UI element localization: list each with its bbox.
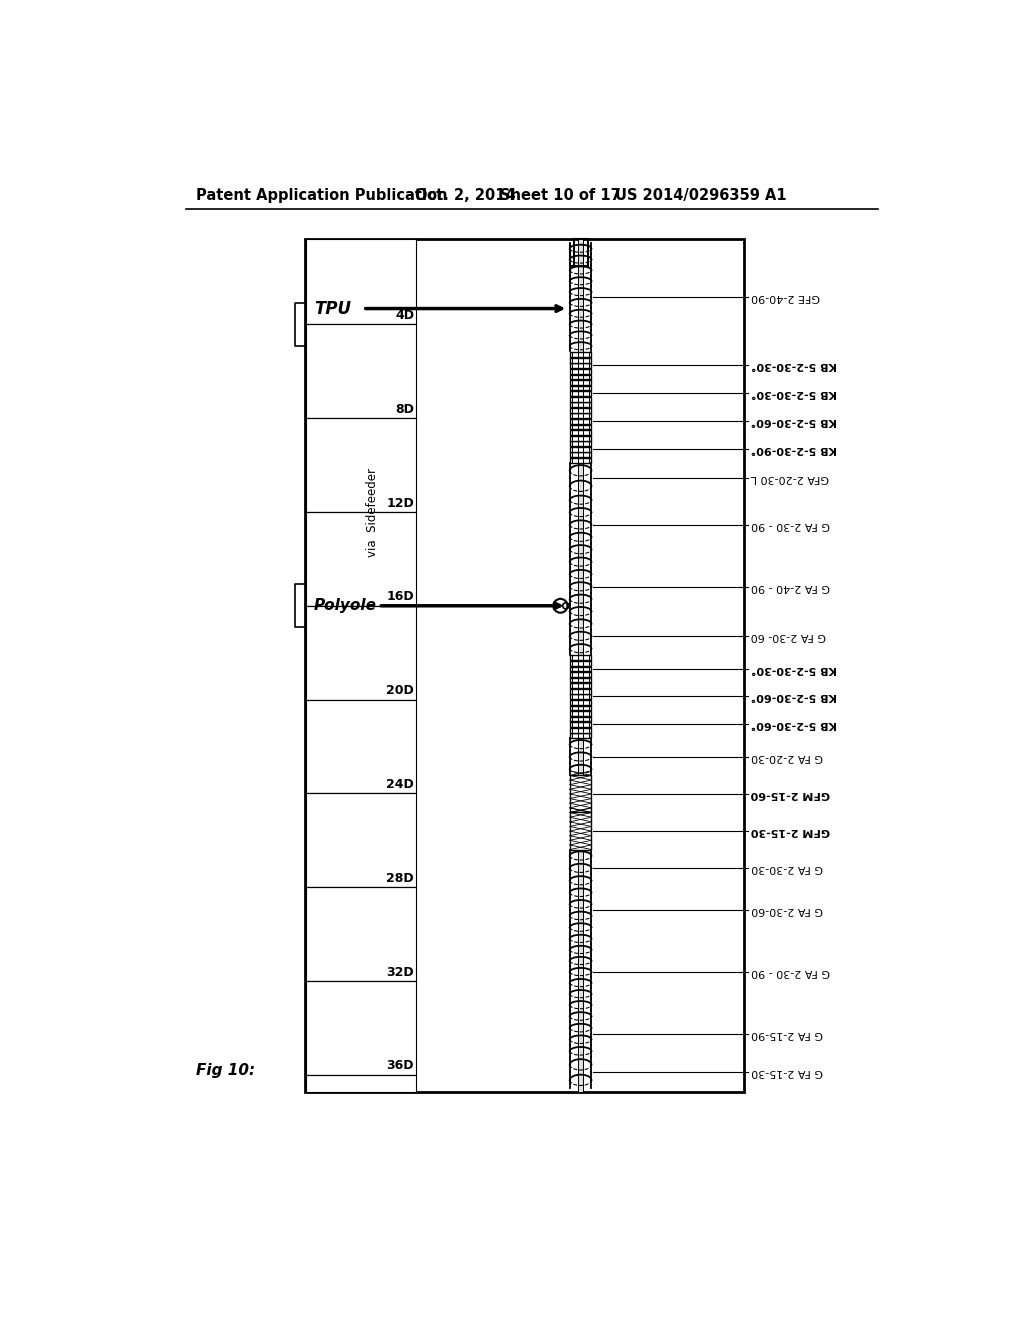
Bar (569, 661, 592, 665)
Text: Oct. 2, 2014: Oct. 2, 2014 (415, 187, 515, 203)
Text: KB 5-2-30-30°: KB 5-2-30-30° (751, 664, 838, 673)
Text: G FA 2-40 - 90: G FA 2-40 - 90 (751, 582, 830, 591)
Bar (569, 413, 592, 418)
Bar (569, 403, 592, 407)
Bar (569, 684, 592, 688)
Text: 20D: 20D (386, 684, 414, 697)
Text: G FA 2-30 - 90: G FA 2-30 - 90 (751, 966, 830, 977)
Text: TPU: TPU (314, 300, 351, 318)
Text: 4D: 4D (395, 309, 414, 322)
Text: GFA 2-20-30 L: GFA 2-20-30 L (751, 474, 829, 483)
Bar (569, 458, 592, 463)
Bar (569, 363, 592, 368)
Bar (579, 239, 583, 1092)
Bar (569, 711, 592, 715)
Text: Sheet 10 of 17: Sheet 10 of 17 (500, 187, 621, 203)
Bar (569, 375, 592, 379)
Text: Polyole: Polyole (314, 598, 377, 614)
Bar (569, 775, 592, 812)
Text: KB 5-2-30-60°: KB 5-2-30-60° (751, 416, 838, 426)
Text: GFM 2-15-60: GFM 2-15-60 (751, 789, 830, 799)
Bar (306, 239, 416, 325)
Text: Patent Application Publication: Patent Application Publication (197, 187, 447, 203)
Text: G FA 2-15-30: G FA 2-15-30 (751, 1068, 823, 1077)
Text: GFE 2-40-90: GFE 2-40-90 (751, 292, 820, 302)
Text: US 2014/0296359 A1: US 2014/0296359 A1 (614, 187, 786, 203)
Bar (306, 793, 416, 887)
Text: 28D: 28D (386, 871, 414, 884)
Bar (569, 391, 592, 396)
Bar (569, 447, 592, 451)
Bar (569, 358, 592, 363)
Bar (569, 352, 592, 356)
Text: KB 5-2-30-60°: KB 5-2-30-60° (751, 719, 838, 729)
Bar (569, 689, 592, 693)
Bar (569, 706, 592, 710)
Text: G FA 2-30 - 90: G FA 2-30 - 90 (751, 520, 830, 529)
Text: KB 5-2-30-60°: KB 5-2-30-60° (751, 692, 838, 701)
Text: G FA 2-20-30: G FA 2-20-30 (751, 751, 823, 762)
Bar (569, 667, 592, 672)
Bar (573, 239, 588, 267)
Bar (306, 981, 416, 1074)
Bar (569, 734, 592, 738)
Text: KB 5-2-30-90°: KB 5-2-30-90° (751, 444, 838, 454)
Bar (569, 677, 592, 682)
Text: KB 5-2-30-30°: KB 5-2-30-30° (751, 388, 838, 399)
Text: 16D: 16D (386, 590, 414, 603)
Bar (569, 430, 592, 434)
Text: G FA 2-30-60: G FA 2-30-60 (751, 906, 823, 915)
Bar (569, 425, 592, 429)
Bar (569, 418, 592, 424)
Bar (569, 722, 592, 727)
Bar (569, 368, 592, 374)
Text: 8D: 8D (395, 403, 414, 416)
Bar (569, 812, 592, 850)
Text: 36D: 36D (386, 1059, 414, 1072)
Bar (306, 418, 416, 512)
Text: Fig 10:: Fig 10: (197, 1064, 255, 1078)
Bar (305, 239, 744, 1092)
Text: KB 5-2-30-30°: KB 5-2-30-30° (751, 360, 838, 371)
Bar (306, 325, 416, 418)
Bar (569, 385, 592, 391)
Bar (569, 672, 592, 677)
Bar (569, 380, 592, 385)
Text: G FA 2-15-90: G FA 2-15-90 (751, 1028, 823, 1039)
Bar (306, 1074, 416, 1092)
Text: GFM 2-15-30: GFM 2-15-30 (751, 826, 830, 836)
Text: G FA 2-30-30: G FA 2-30-30 (751, 863, 823, 873)
Bar (569, 397, 592, 401)
Bar (569, 700, 592, 705)
Bar (306, 700, 416, 793)
Text: 12D: 12D (386, 496, 414, 510)
Bar (306, 887, 416, 981)
Bar (569, 453, 592, 457)
Bar (569, 408, 592, 413)
Text: 24D: 24D (386, 777, 414, 791)
Text: via  Sidefeeder: via Sidefeeder (366, 467, 379, 557)
Bar (569, 694, 592, 700)
Bar (306, 606, 416, 700)
Bar (569, 436, 592, 441)
Text: G FA 2-30- 60: G FA 2-30- 60 (751, 631, 826, 642)
Bar (569, 727, 592, 733)
Bar (569, 441, 592, 446)
Bar (306, 512, 416, 606)
Bar (569, 717, 592, 722)
Bar (569, 656, 592, 660)
Text: 32D: 32D (386, 965, 414, 978)
